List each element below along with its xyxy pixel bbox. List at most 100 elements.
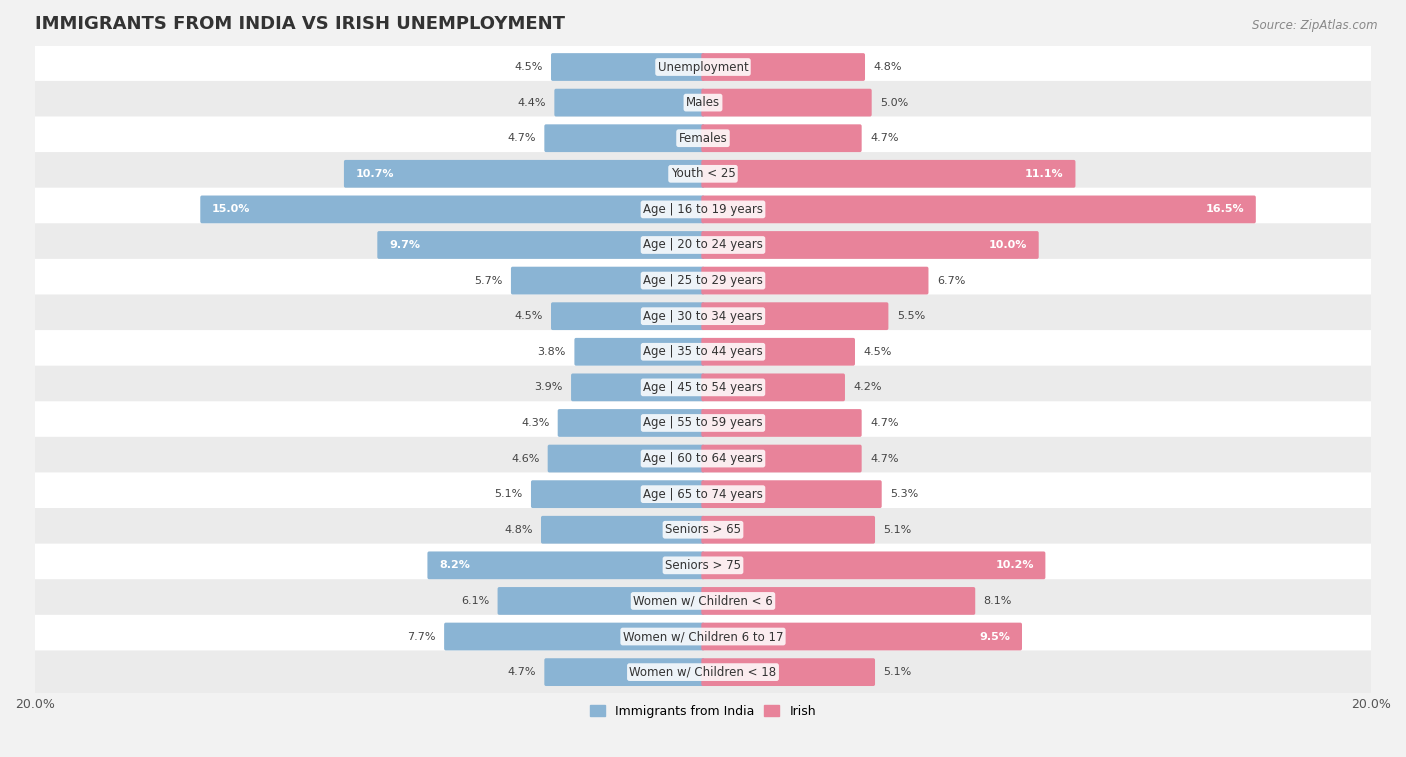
Text: 4.3%: 4.3% (522, 418, 550, 428)
Text: 4.8%: 4.8% (873, 62, 901, 72)
FancyBboxPatch shape (200, 195, 704, 223)
FancyBboxPatch shape (498, 587, 704, 615)
FancyBboxPatch shape (444, 623, 704, 650)
Text: 10.7%: 10.7% (356, 169, 394, 179)
Text: Age | 25 to 29 years: Age | 25 to 29 years (643, 274, 763, 287)
Text: Age | 20 to 24 years: Age | 20 to 24 years (643, 238, 763, 251)
Text: Youth < 25: Youth < 25 (671, 167, 735, 180)
FancyBboxPatch shape (510, 266, 704, 294)
Text: Women w/ Children < 6: Women w/ Children < 6 (633, 594, 773, 607)
Text: Females: Females (679, 132, 727, 145)
FancyBboxPatch shape (702, 195, 1256, 223)
FancyBboxPatch shape (702, 409, 862, 437)
FancyBboxPatch shape (427, 551, 704, 579)
Text: 4.7%: 4.7% (508, 667, 536, 677)
Text: 7.7%: 7.7% (408, 631, 436, 641)
Text: 16.5%: 16.5% (1205, 204, 1244, 214)
FancyBboxPatch shape (30, 223, 1376, 266)
Text: Unemployment: Unemployment (658, 61, 748, 73)
FancyBboxPatch shape (702, 89, 872, 117)
Text: 5.1%: 5.1% (883, 525, 911, 534)
FancyBboxPatch shape (575, 338, 704, 366)
FancyBboxPatch shape (30, 259, 1376, 302)
Text: 4.5%: 4.5% (515, 311, 543, 321)
FancyBboxPatch shape (702, 160, 1076, 188)
FancyBboxPatch shape (702, 480, 882, 508)
FancyBboxPatch shape (702, 623, 1022, 650)
Text: Women w/ Children < 18: Women w/ Children < 18 (630, 665, 776, 678)
FancyBboxPatch shape (544, 659, 704, 686)
Text: Age | 35 to 44 years: Age | 35 to 44 years (643, 345, 763, 358)
FancyBboxPatch shape (702, 551, 1046, 579)
Text: 4.6%: 4.6% (510, 453, 540, 463)
Text: Age | 45 to 54 years: Age | 45 to 54 years (643, 381, 763, 394)
FancyBboxPatch shape (702, 659, 875, 686)
Text: Age | 60 to 64 years: Age | 60 to 64 years (643, 452, 763, 465)
Text: 10.0%: 10.0% (988, 240, 1026, 250)
FancyBboxPatch shape (30, 117, 1376, 160)
FancyBboxPatch shape (551, 53, 704, 81)
FancyBboxPatch shape (554, 89, 704, 117)
Text: 4.8%: 4.8% (505, 525, 533, 534)
FancyBboxPatch shape (531, 480, 704, 508)
Text: Seniors > 75: Seniors > 75 (665, 559, 741, 572)
FancyBboxPatch shape (30, 152, 1376, 195)
Text: 4.7%: 4.7% (508, 133, 536, 143)
Text: Age | 30 to 34 years: Age | 30 to 34 years (643, 310, 763, 322)
FancyBboxPatch shape (30, 45, 1376, 89)
FancyBboxPatch shape (30, 508, 1376, 551)
Text: 5.0%: 5.0% (880, 98, 908, 107)
Text: 11.1%: 11.1% (1025, 169, 1064, 179)
FancyBboxPatch shape (702, 302, 889, 330)
Text: 8.1%: 8.1% (984, 596, 1012, 606)
Text: 10.2%: 10.2% (995, 560, 1033, 570)
Text: Age | 55 to 59 years: Age | 55 to 59 years (643, 416, 763, 429)
Text: 5.3%: 5.3% (890, 489, 918, 499)
Text: Women w/ Children 6 to 17: Women w/ Children 6 to 17 (623, 630, 783, 643)
Text: Age | 16 to 19 years: Age | 16 to 19 years (643, 203, 763, 216)
FancyBboxPatch shape (30, 81, 1376, 124)
FancyBboxPatch shape (702, 516, 875, 544)
Text: 3.8%: 3.8% (537, 347, 567, 357)
Legend: Immigrants from India, Irish: Immigrants from India, Irish (585, 700, 821, 723)
Text: 5.1%: 5.1% (883, 667, 911, 677)
Text: 6.7%: 6.7% (936, 276, 965, 285)
FancyBboxPatch shape (702, 53, 865, 81)
FancyBboxPatch shape (30, 544, 1376, 587)
FancyBboxPatch shape (702, 373, 845, 401)
FancyBboxPatch shape (558, 409, 704, 437)
FancyBboxPatch shape (702, 124, 862, 152)
Text: 8.2%: 8.2% (439, 560, 470, 570)
FancyBboxPatch shape (30, 615, 1376, 659)
FancyBboxPatch shape (30, 294, 1376, 338)
FancyBboxPatch shape (30, 330, 1376, 373)
FancyBboxPatch shape (541, 516, 704, 544)
Text: 5.1%: 5.1% (495, 489, 523, 499)
FancyBboxPatch shape (377, 231, 704, 259)
Text: 4.5%: 4.5% (863, 347, 891, 357)
FancyBboxPatch shape (571, 373, 704, 401)
FancyBboxPatch shape (30, 366, 1376, 409)
FancyBboxPatch shape (551, 302, 704, 330)
Text: 6.1%: 6.1% (461, 596, 489, 606)
FancyBboxPatch shape (702, 444, 862, 472)
FancyBboxPatch shape (30, 650, 1376, 694)
Text: Seniors > 65: Seniors > 65 (665, 523, 741, 536)
Text: 4.7%: 4.7% (870, 418, 898, 428)
Text: 4.2%: 4.2% (853, 382, 882, 392)
Text: Males: Males (686, 96, 720, 109)
FancyBboxPatch shape (30, 188, 1376, 231)
Text: 9.7%: 9.7% (389, 240, 420, 250)
FancyBboxPatch shape (702, 231, 1039, 259)
FancyBboxPatch shape (702, 338, 855, 366)
Text: 3.9%: 3.9% (534, 382, 562, 392)
Text: 4.5%: 4.5% (515, 62, 543, 72)
Text: Source: ZipAtlas.com: Source: ZipAtlas.com (1253, 19, 1378, 32)
Text: 4.7%: 4.7% (870, 453, 898, 463)
FancyBboxPatch shape (548, 444, 704, 472)
Text: 4.7%: 4.7% (870, 133, 898, 143)
Text: 5.5%: 5.5% (897, 311, 925, 321)
FancyBboxPatch shape (344, 160, 704, 188)
FancyBboxPatch shape (544, 124, 704, 152)
Text: IMMIGRANTS FROM INDIA VS IRISH UNEMPLOYMENT: IMMIGRANTS FROM INDIA VS IRISH UNEMPLOYM… (35, 15, 565, 33)
